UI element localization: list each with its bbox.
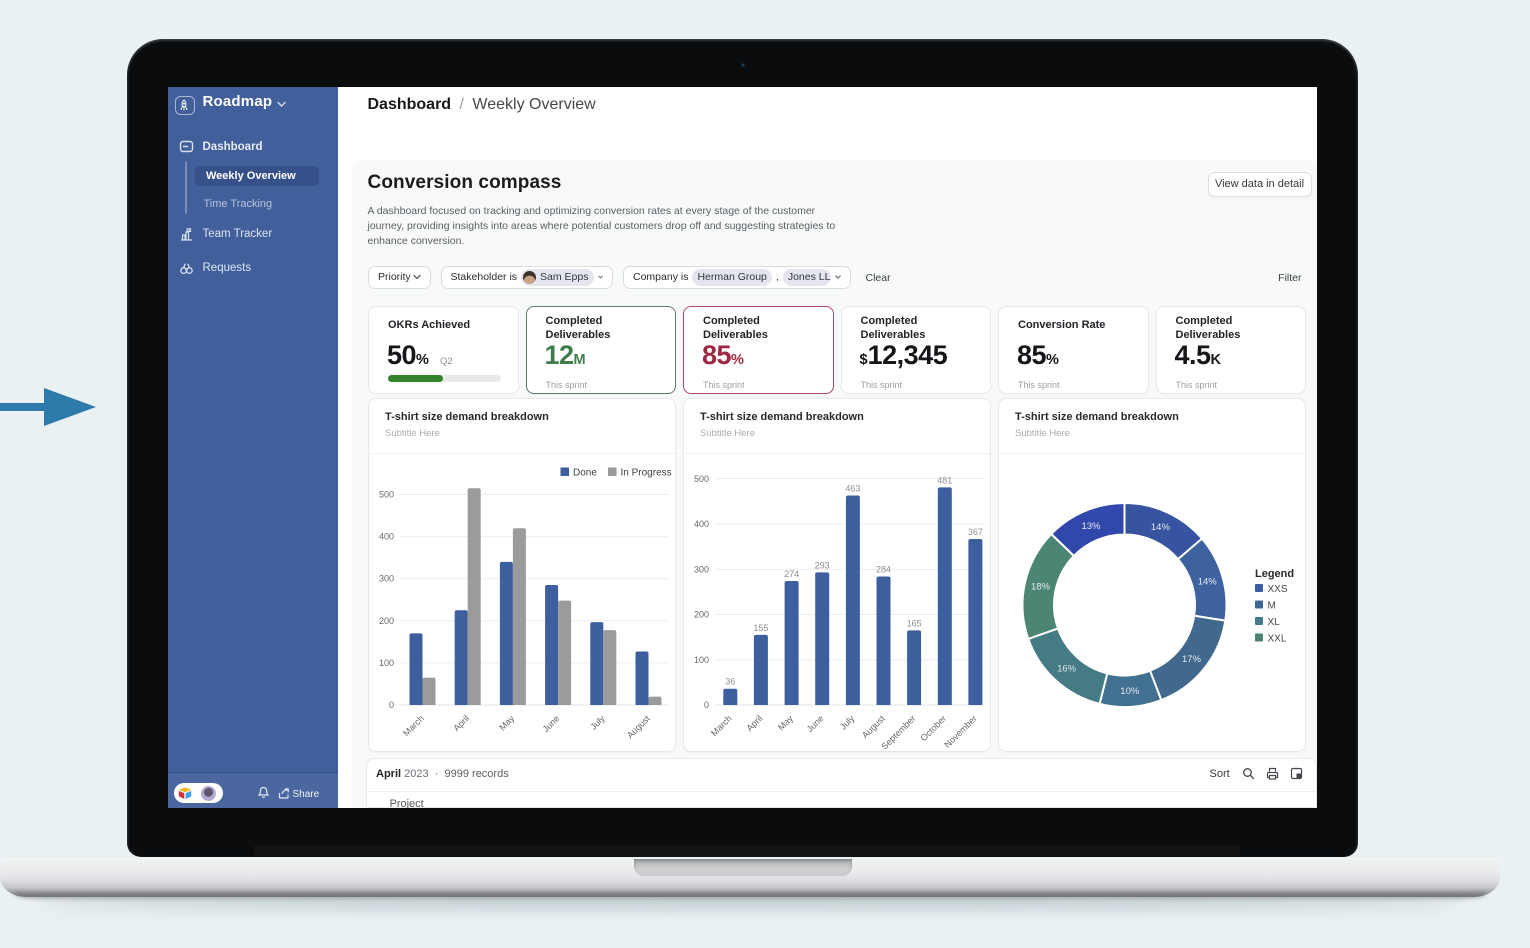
svg-text:March: March [709,713,734,738]
svg-text:300: 300 [694,564,709,574]
svg-text:200: 200 [379,616,394,626]
svg-text:13%: 13% [1081,521,1101,532]
svg-text:274: 274 [784,569,799,579]
svg-text:0: 0 [704,700,709,710]
svg-text:XXS: XXS [1268,584,1288,595]
svg-text:July: July [588,713,607,732]
svg-text:10%: 10% [1120,686,1140,697]
svg-text:August: August [625,713,652,740]
svg-text:XL: XL [1268,617,1281,628]
svg-text:100: 100 [694,655,709,665]
svg-text:June: June [805,713,826,734]
svg-text:May: May [776,713,795,732]
svg-text:16%: 16% [1057,664,1077,675]
svg-text:17%: 17% [1182,654,1202,665]
svg-text:367: 367 [968,527,983,537]
svg-text:400: 400 [379,532,394,542]
svg-text:May: May [497,713,516,732]
svg-text:284: 284 [876,565,891,575]
svg-text:155: 155 [753,623,768,633]
svg-text:Done: Done [573,468,597,479]
svg-text:463: 463 [845,484,860,494]
svg-text:400: 400 [694,519,709,529]
svg-text:March: March [401,713,426,738]
svg-text:Legend: Legend [1255,568,1294,580]
svg-text:July: July [838,713,857,732]
svg-text:M: M [1268,601,1276,612]
svg-text:August: August [860,713,887,740]
svg-text:36: 36 [725,677,735,687]
svg-text:0: 0 [389,700,394,710]
svg-text:October: October [919,713,949,743]
svg-text:500: 500 [379,490,394,500]
svg-text:November: November [942,713,978,749]
svg-text:14%: 14% [1198,577,1218,588]
svg-text:XXL: XXL [1268,634,1287,645]
svg-text:14%: 14% [1151,522,1171,533]
svg-text:293: 293 [815,560,830,570]
svg-text:In Progress: In Progress [621,468,672,479]
svg-text:200: 200 [694,610,709,620]
svg-text:481: 481 [937,475,952,485]
svg-text:100: 100 [379,658,394,668]
svg-text:300: 300 [379,574,394,584]
svg-text:18%: 18% [1031,582,1051,593]
svg-text:April: April [451,713,471,733]
svg-text:165: 165 [907,618,922,628]
svg-text:June: June [541,713,562,734]
svg-text:April: April [745,713,765,733]
svg-text:500: 500 [694,474,709,484]
